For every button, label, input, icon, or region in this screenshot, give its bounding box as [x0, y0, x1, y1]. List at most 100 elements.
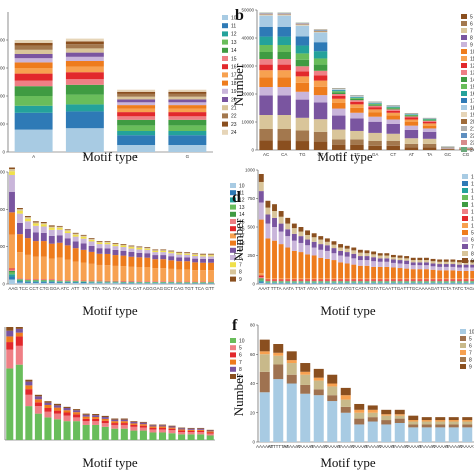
bar-segment-b-AC-8 — [259, 95, 273, 115]
bar-segment-c-CAC-8 — [176, 252, 183, 254]
bar-segment-c-GAA-10 — [32, 282, 39, 284]
bar-segment-a-G-14 — [168, 119, 207, 126]
bar-segment-e-e21-9 — [197, 427, 205, 429]
bar-segment-e-e5-9 — [44, 401, 52, 403]
bar-segment-b-AT-11 — [404, 119, 419, 122]
bar-segment-c-ACC-8 — [104, 242, 111, 243]
bar-segment-f-f14-9 — [435, 417, 446, 421]
bar-segment-d-c6-17 — [291, 278, 297, 280]
bar-segment-b-GT-7 — [313, 119, 328, 132]
bar-segment-c-TCA-7 — [160, 250, 167, 253]
bar-segment-c-AGA-5 — [208, 258, 214, 263]
bar-segment-a-A-13 — [14, 96, 53, 106]
bar-segment-c-TTA-9 — [72, 232, 79, 234]
bar-segment-c-AAC-17 — [136, 267, 143, 282]
bar-segment-f-f4-7 — [300, 371, 311, 375]
bar-segment-c-TAA-9 — [80, 234, 87, 236]
legend-swatch — [462, 209, 468, 214]
bar-segment-e-e15-7 — [139, 424, 147, 426]
bar-segment-b-TA-8 — [422, 131, 437, 139]
bar-segment-d-c17-9 — [364, 250, 370, 254]
bar-segment-c-CTC-8 — [184, 253, 191, 254]
bar-segment-d-c29-15 — [443, 280, 449, 282]
x-tick-label: AAAAAT — [391, 444, 409, 449]
bar-segment-d-c19-9 — [377, 253, 383, 256]
bar-segment-c-TTA-18 — [72, 248, 79, 262]
bar-segment-b-TG-9 — [295, 91, 310, 100]
bar-segment-b-CT-12 — [386, 110, 400, 113]
bar-segment-e-e14-9 — [130, 421, 138, 422]
bar-segment-e-e12-6 — [111, 423, 119, 425]
bar-segment-d-c16-7 — [357, 256, 363, 261]
bar-segment-d-c28-12 — [437, 282, 443, 283]
bar-segment-d-c32-15 — [463, 280, 469, 282]
bar-segment-d-c33-7 — [470, 264, 474, 268]
bar-segment-d-c12-5 — [331, 260, 337, 279]
x-tick-label: ATT — [71, 286, 79, 291]
x-tick-label: CA — [281, 152, 287, 157]
bar-segment-d-c26-10 — [424, 283, 429, 284]
bar-segment-d-c8-16 — [305, 279, 310, 281]
legend-swatch — [230, 211, 236, 217]
bar-segment-b-GA-6 — [368, 140, 382, 146]
x-tick-label: CAG — [174, 286, 184, 291]
x-tick-label: AAAAAT — [405, 444, 423, 449]
legend-label: 18 — [470, 105, 474, 111]
bar-segment-c-TGA-8 — [152, 250, 159, 251]
bar-segment-d-c4-9 — [278, 211, 284, 217]
legend-label: 9 — [470, 42, 473, 48]
bar-segment-d-c6-10 — [291, 283, 297, 284]
bar-segment-d-c18-9 — [371, 251, 377, 255]
bar-segment-d-c4-8 — [278, 216, 284, 224]
bar-segment-b-CT-16 — [386, 107, 400, 108]
bar-segment-c-ATC-18 — [120, 255, 127, 267]
bar-segment-e-e13-10 — [120, 428, 128, 440]
bar-segment-c-ATT-5 — [64, 238, 71, 246]
bar-segment-e-e8-5 — [73, 417, 81, 422]
legend-swatch — [230, 276, 236, 282]
bar-segment-d-c14-15 — [344, 280, 350, 282]
bar-segment-d-c21-9 — [390, 254, 396, 258]
bar-segment-c-CGG-8 — [48, 226, 55, 228]
bar-segment-b-TG-20 — [295, 24, 310, 25]
x-tick-label: CAT — [133, 286, 142, 291]
bar-segment-d-c17-17 — [364, 278, 370, 280]
bar-segment-e-e7-5 — [63, 415, 71, 422]
bar-segment-b-CA-7 — [277, 115, 291, 129]
y-tick-label: 60000 — [0, 66, 5, 71]
bar-segment-c-CTT-6 — [17, 213, 23, 223]
bar-segment-c-AGG-5 — [88, 245, 95, 252]
bar-segment-d-c33-5 — [470, 270, 474, 279]
bar-segment-d-c24-16 — [410, 279, 416, 281]
bar-segment-a-T-23 — [65, 41, 104, 45]
bar-segment-e-e10-6 — [92, 418, 100, 422]
bar-segment-c-CTT-10 — [17, 282, 23, 284]
bar-segment-d-c5-14 — [285, 281, 291, 282]
bar-segment-d-c12-14 — [331, 281, 337, 282]
x-tick-label: TCTA — [440, 286, 451, 291]
bar-segment-e-e17-10 — [158, 432, 167, 440]
bar-segment-c-TTC-18 — [24, 238, 31, 255]
bar-segment-d-c1-16 — [258, 275, 264, 278]
bar-segment-c-TTC-8 — [24, 217, 31, 219]
bar-segment-d-c23-15 — [404, 280, 410, 282]
bar-segment-d-c7-12 — [298, 282, 304, 283]
bar-segment-d-c10-7 — [318, 244, 324, 250]
bar-segment-c-CCG-7 — [40, 224, 47, 227]
bar-segment-f-f6-5 — [327, 395, 338, 402]
bar-segment-d-c23-17 — [404, 278, 410, 280]
bar-segment-c-TCA-5 — [160, 255, 167, 260]
bar-segment-f-f14-6 — [435, 421, 446, 425]
bar-segment-f-f10-5 — [381, 420, 392, 425]
legend-swatch — [461, 98, 467, 103]
bar-segment-a-G-24 — [168, 89, 207, 92]
bar-segment-e-e2-7 — [15, 332, 23, 337]
bar-segment-c-GAT-11 — [128, 282, 135, 284]
bar-segment-f-f16-7 — [462, 420, 473, 422]
x-tick-label: C — [135, 154, 139, 159]
bar-segment-c-ATC-7 — [120, 245, 127, 248]
bar-segment-d-c3-9 — [272, 204, 277, 212]
bar-segment-d-c7-15 — [298, 280, 304, 282]
bar-segment-d-c16-10 — [357, 283, 363, 284]
legend-label: 7 — [471, 244, 474, 250]
